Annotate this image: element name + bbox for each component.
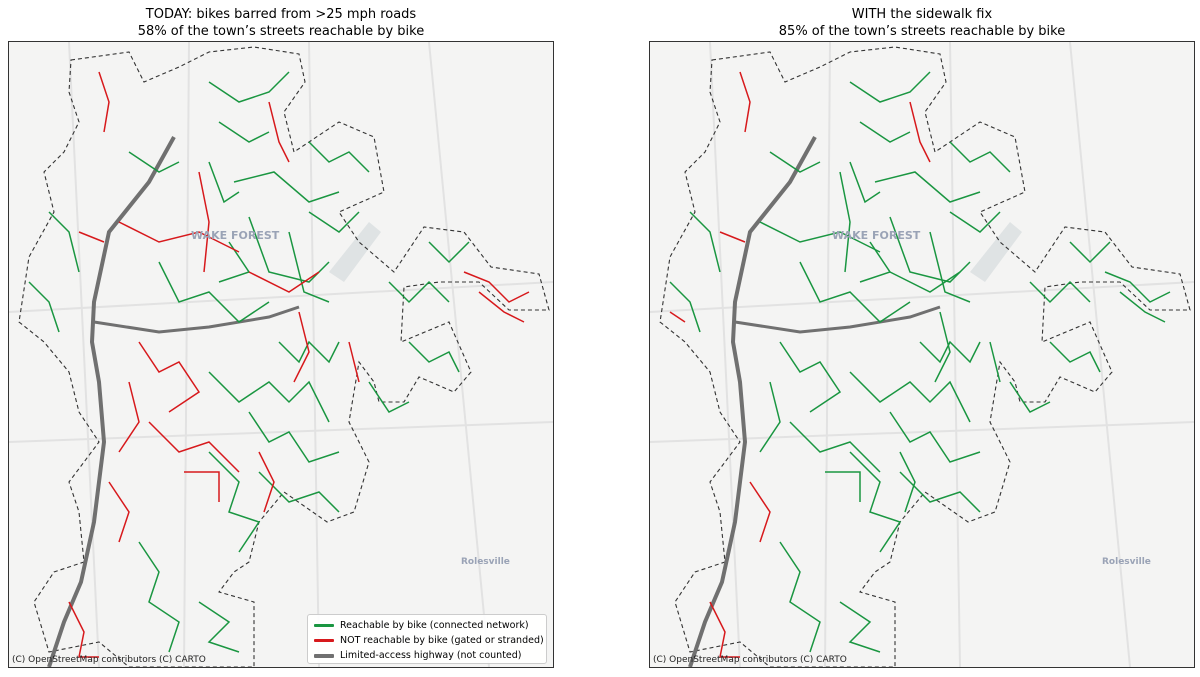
map-panel-sidewalk-fix: WITH the sidewalk fix 85% of the town’s … — [649, 0, 1195, 677]
basemap-roads — [9, 42, 553, 667]
title-line1: TODAY: bikes barred from >25 mph roads — [145, 7, 417, 22]
legend-item-reachable: Reachable by bike (connected network) — [314, 618, 546, 633]
panel-title: WITH the sidewalk fix 85% of the town’s … — [649, 6, 1195, 40]
legend-label: Reachable by bike (connected network) — [340, 620, 529, 631]
town-boundary — [659, 46, 1191, 667]
legend-swatch-gray — [314, 653, 334, 658]
highway — [688, 136, 817, 667]
map-frame[interactable]: WAKE FOREST Rolesville Reachable by bike… — [8, 41, 554, 668]
reachable-network — [669, 71, 1171, 653]
basemap-roads — [650, 42, 1194, 667]
map-canvas: WAKE FOREST Rolesville — [9, 42, 553, 667]
highway-east — [93, 305, 300, 334]
attribution: (C) OpenStreetMap contributors (C) CARTO — [653, 655, 847, 665]
reachable-network — [28, 71, 470, 653]
legend-label: Limited-access highway (not counted) — [340, 650, 522, 661]
highway-east — [734, 305, 941, 334]
map-frame[interactable]: WAKE FOREST Rolesville (C) OpenStreetMap… — [649, 41, 1195, 668]
legend-swatch-green — [314, 624, 334, 627]
legend-item-highway: Limited-access highway (not counted) — [314, 648, 546, 663]
town-boundary — [18, 46, 550, 667]
legend-swatch-red — [314, 639, 334, 642]
legend-label: NOT reachable by bike (gated or stranded… — [340, 635, 544, 646]
title-line2: 85% of the town’s streets reachable by b… — [778, 24, 1066, 39]
legend: Reachable by bike (connected network) NO… — [307, 614, 547, 664]
map-panel-today: TODAY: bikes barred from >25 mph roads 5… — [8, 0, 554, 677]
water — [970, 222, 1022, 282]
place-label-rolesville: Rolesville — [461, 557, 510, 567]
place-label-wake-forest: WAKE FOREST — [832, 229, 921, 242]
water — [329, 222, 381, 282]
not-reachable-network — [669, 71, 931, 658]
highway — [47, 136, 176, 667]
map-canvas: WAKE FOREST Rolesville — [650, 42, 1194, 667]
place-label-rolesville: Rolesville — [1102, 557, 1151, 567]
panel-title: TODAY: bikes barred from >25 mph roads 5… — [8, 6, 554, 40]
legend-item-not-reachable: NOT reachable by bike (gated or stranded… — [314, 633, 546, 648]
title-line2: 58% of the town’s streets reachable by b… — [137, 24, 425, 39]
place-label-wake-forest: WAKE FOREST — [191, 229, 280, 242]
not-reachable-network — [68, 71, 530, 658]
title-line1: WITH the sidewalk fix — [851, 7, 993, 22]
attribution: (C) OpenStreetMap contributors (C) CARTO — [12, 655, 206, 665]
